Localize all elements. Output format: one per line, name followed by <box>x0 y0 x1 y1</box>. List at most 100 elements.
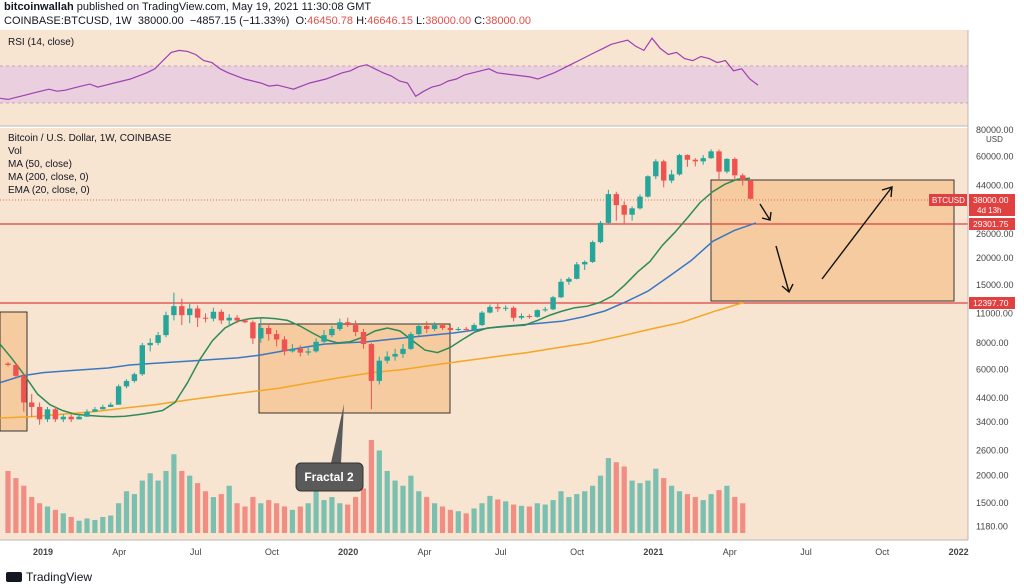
candle[interactable] <box>716 151 722 172</box>
legend-item[interactable]: Vol <box>8 146 22 157</box>
candle[interactable] <box>463 328 469 330</box>
candle[interactable] <box>479 312 485 326</box>
candle[interactable] <box>613 194 619 206</box>
time-axis[interactable] <box>0 540 1024 566</box>
candle[interactable] <box>29 402 35 407</box>
candle[interactable] <box>202 317 209 319</box>
candle[interactable] <box>321 335 327 342</box>
candle[interactable] <box>210 311 217 319</box>
candle[interactable] <box>416 326 422 335</box>
fractal-2-box[interactable] <box>258 323 451 414</box>
candle[interactable] <box>550 297 556 310</box>
candle[interactable] <box>495 306 501 309</box>
candle[interactable] <box>226 317 232 321</box>
candle[interactable] <box>668 174 675 181</box>
candle[interactable] <box>131 374 138 381</box>
level-tag[interactable] <box>969 218 1015 230</box>
candle[interactable] <box>368 344 375 381</box>
candle[interactable] <box>637 196 643 209</box>
candle[interactable] <box>5 363 11 365</box>
arrow-down-1[interactable] <box>759 203 771 221</box>
candle[interactable] <box>187 308 193 316</box>
candle[interactable] <box>431 325 438 329</box>
fractal-2-callout[interactable] <box>295 462 364 492</box>
projection-box[interactable] <box>710 179 955 302</box>
candle[interactable] <box>400 348 406 354</box>
candle[interactable] <box>281 339 288 352</box>
candle[interactable] <box>424 326 430 329</box>
candle[interactable] <box>605 194 612 223</box>
candle[interactable] <box>684 155 691 160</box>
candle[interactable] <box>582 261 588 265</box>
candle[interactable] <box>163 315 169 336</box>
candle[interactable] <box>345 322 351 326</box>
candle[interactable] <box>510 307 517 318</box>
candle[interactable] <box>692 159 698 162</box>
candle[interactable] <box>218 311 224 321</box>
candle[interactable] <box>360 331 367 345</box>
candle[interactable] <box>629 208 635 215</box>
candle[interactable] <box>13 364 19 376</box>
candle[interactable] <box>740 175 746 181</box>
legend-item[interactable]: MA (50, close) <box>8 159 72 170</box>
candle[interactable] <box>661 161 667 181</box>
candle[interactable] <box>518 316 525 318</box>
candle[interactable] <box>194 308 201 318</box>
candle[interactable] <box>171 306 177 316</box>
candle[interactable] <box>566 278 572 282</box>
candle[interactable] <box>266 327 272 335</box>
candle[interactable] <box>376 360 382 381</box>
tradingview-logo[interactable]: TradingView <box>6 570 92 584</box>
candle[interactable] <box>36 406 43 420</box>
symbol-label[interactable]: COINBASE:BTCUSD, 1W <box>4 15 132 27</box>
candle[interactable] <box>329 328 335 336</box>
candle[interactable] <box>305 351 311 353</box>
candle[interactable] <box>653 161 659 177</box>
candle[interactable] <box>44 409 51 420</box>
candle[interactable] <box>597 222 604 243</box>
candle[interactable] <box>139 345 145 375</box>
candle[interactable] <box>84 411 90 417</box>
candle[interactable] <box>258 327 264 339</box>
level-tag[interactable] <box>969 297 1015 309</box>
candle[interactable] <box>724 158 730 172</box>
candle[interactable] <box>558 281 564 298</box>
candle[interactable] <box>676 155 683 175</box>
candle[interactable] <box>732 158 738 176</box>
candle[interactable] <box>621 205 627 215</box>
candle[interactable] <box>526 316 533 318</box>
candle[interactable] <box>455 328 461 330</box>
author-name[interactable]: bitcoinwallah <box>4 1 74 13</box>
chart-canvas[interactable]: RSI (14, close) 100.0075.0050.0025.00 Fr… <box>0 30 1024 566</box>
candle[interactable] <box>439 325 446 328</box>
candle[interactable] <box>487 306 493 313</box>
legend-item[interactable]: MA (200, close, 0) <box>8 172 89 183</box>
candle[interactable] <box>313 341 319 352</box>
candle[interactable] <box>392 353 398 357</box>
candle[interactable] <box>384 356 390 361</box>
last-price-tag[interactable] <box>969 194 1015 216</box>
candle[interactable] <box>542 309 548 311</box>
candle[interactable] <box>503 307 509 309</box>
candle[interactable] <box>708 151 714 159</box>
candle[interactable] <box>471 325 477 330</box>
candle[interactable] <box>100 406 106 410</box>
candle[interactable] <box>147 342 153 346</box>
candle[interactable] <box>408 334 414 349</box>
candle[interactable] <box>155 335 161 343</box>
candle[interactable] <box>92 409 98 412</box>
candle[interactable] <box>60 416 66 420</box>
candle[interactable] <box>52 409 59 420</box>
candle[interactable] <box>297 348 303 353</box>
candle[interactable] <box>21 375 27 403</box>
candle[interactable] <box>250 322 256 339</box>
candle[interactable] <box>534 310 540 317</box>
candle[interactable] <box>68 416 74 420</box>
candle[interactable] <box>337 322 343 329</box>
candle[interactable] <box>747 180 754 199</box>
candle[interactable] <box>179 306 185 316</box>
legend-item[interactable]: EMA (20, close, 0) <box>8 185 90 196</box>
candle[interactable] <box>108 404 114 407</box>
candle[interactable] <box>289 348 296 352</box>
candle[interactable] <box>645 176 651 197</box>
